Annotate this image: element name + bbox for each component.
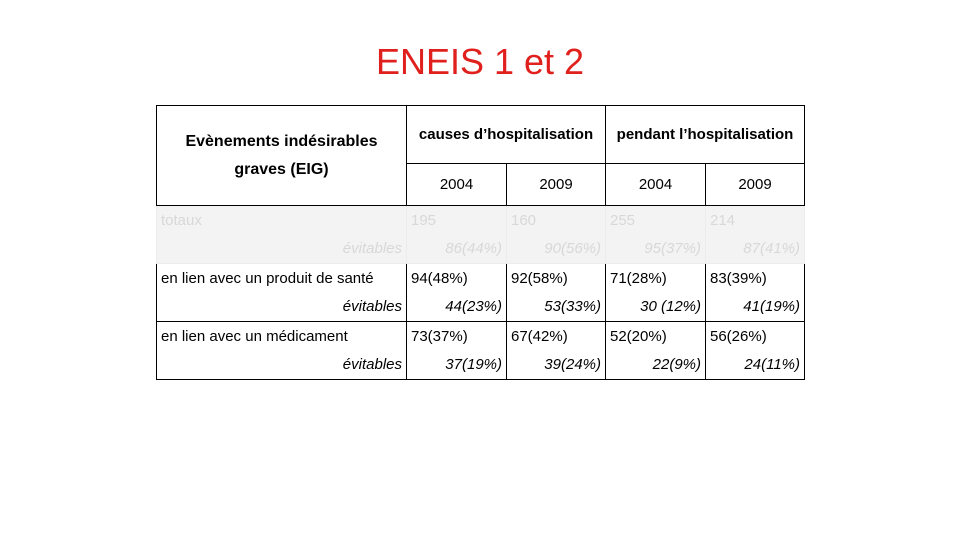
table-cell: 86(44%) [406,234,507,264]
corner-header: Evènements indésirables graves (EIG) [156,105,407,206]
year-header: 2009 [705,163,805,206]
row-label: en lien avec un produit de santé [156,263,407,293]
table-row-produit-sante-evitables: évitables 44(23%) 53(33%) 30 (12%) 41(19… [156,292,805,322]
year-header: 2004 [605,163,706,206]
table-cell: 90(56%) [506,234,606,264]
table-cell: 30 (12%) [605,292,706,322]
table-cell: 94(48%) [406,263,507,293]
table-cell: 52(20%) [605,321,706,351]
table-row-totaux-evitables: évitables 86(44%) 90(56%) 95(37%) 87(41%… [156,234,805,264]
eig-table: Evènements indésirables graves (EIG) cau… [156,105,805,380]
table-cell: 67(42%) [506,321,606,351]
table-cell: 95(37%) [605,234,706,264]
row-label: totaux [156,205,407,235]
table-cell: 53(33%) [506,292,606,322]
table-cell: 255 [605,205,706,235]
table-cell: 73(37%) [406,321,507,351]
table-row-totaux: totaux 195 160 255 214 [156,205,805,235]
table-cell: 83(39%) [705,263,805,293]
row-label: en lien avec un médicament [156,321,407,351]
slide-title: ENEIS 1 et 2 [375,41,585,82]
group-header-causes: causes d’hospitalisation [406,105,606,164]
table-cell: 160 [506,205,606,235]
table-row-medicament-evitables: évitables 37(19%) 39(24%) 22(9%) 24(11%) [156,350,805,380]
table-cell: 37(19%) [406,350,507,380]
table-cell: 195 [406,205,507,235]
table-cell: 24(11%) [705,350,805,380]
table-cell: 22(9%) [605,350,706,380]
year-header: 2009 [506,163,606,206]
row-sub-label: évitables [156,234,407,264]
table-cell: 71(28%) [605,263,706,293]
group-header-pendant: pendant l’hospitalisation [605,105,805,164]
row-sub-label: évitables [156,292,407,322]
table-cell: 44(23%) [406,292,507,322]
table-cell: 39(24%) [506,350,606,380]
row-sub-label: évitables [156,350,407,380]
table-cell: 56(26%) [705,321,805,351]
table-cell: 87(41%) [705,234,805,264]
table-cell: 92(58%) [506,263,606,293]
table-row-medicament: en lien avec un médicament 73(37%) 67(42… [156,321,805,351]
year-header: 2004 [406,163,507,206]
table-row-produit-sante: en lien avec un produit de santé 94(48%)… [156,263,805,293]
table-cell: 214 [705,205,805,235]
table-cell: 41(19%) [705,292,805,322]
